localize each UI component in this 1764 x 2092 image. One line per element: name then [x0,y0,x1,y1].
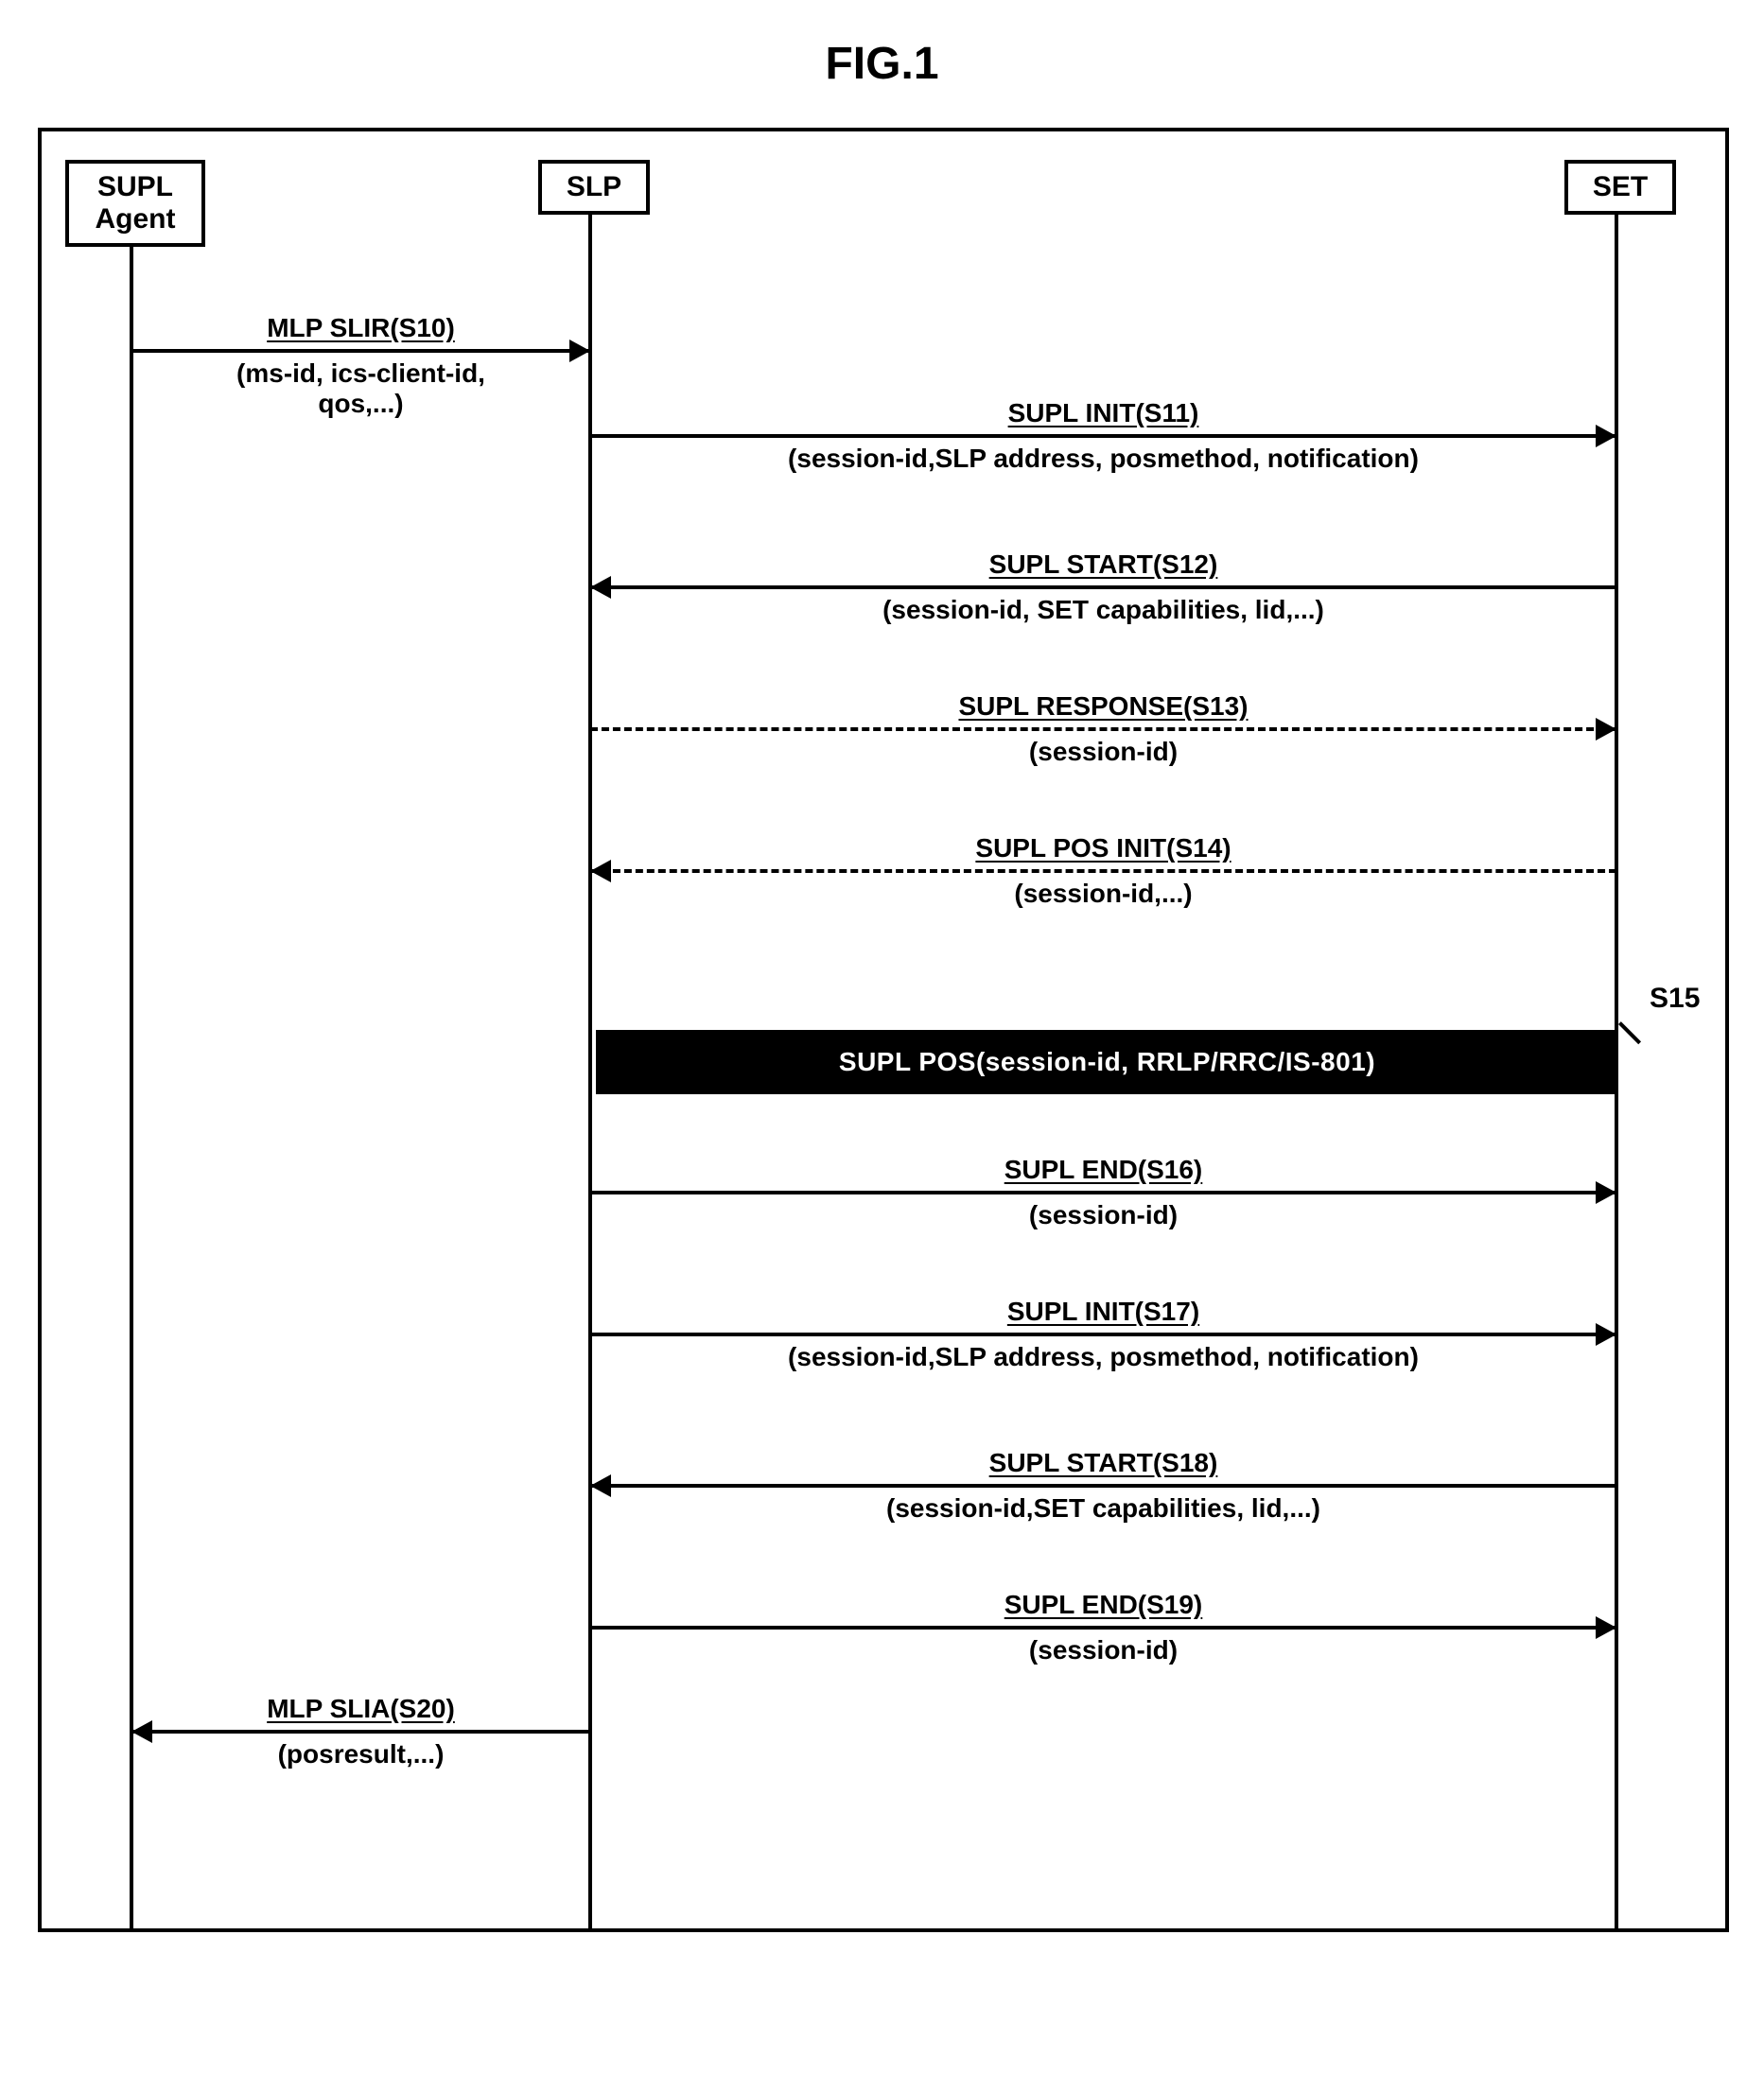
pos-box-s15: SUPL POS(session-id, RRLP/RRC/IS-801) [596,1030,1618,1094]
msg-line-s17 [590,1333,1616,1336]
msg-label-s19: SUPL END(S19) [590,1590,1616,1620]
msg-label-s17: SUPL INIT(S17) [590,1297,1616,1327]
lifeline-slp [588,213,592,1928]
msg-line-s18 [590,1484,1616,1488]
msg-line-s14 [590,869,1616,873]
msg-label-s16: SUPL END(S16) [590,1155,1616,1185]
msg-label-s13: SUPL RESPONSE(S13) [590,691,1616,722]
actor-set: SET [1564,160,1676,215]
msg-line-s10 [131,349,590,353]
sequence-diagram: SUPLAgent SLP SET MLP SLIR(S10) (ms-id, ics-… [38,128,1729,1932]
msg-label-s12: SUPL START(S12) [590,549,1616,580]
msg-label-s18: SUPL START(S18) [590,1448,1616,1478]
msg-label-s20: MLP SLIA(S20) [131,1694,590,1724]
msg-params-s18: (session-id,SET capabilities, lid,...) [590,1493,1616,1524]
msg-params-s11: (session-id,SLP address, posmethod, noti… [590,444,1616,474]
actor-slp: SLP [538,160,650,215]
msg-params-s17: (session-id,SLP address, posmethod, noti… [590,1342,1616,1372]
lifeline-agent [130,243,133,1928]
msg-line-s19 [590,1626,1616,1630]
msg-params-s12: (session-id, SET capabilities, lid,...) [590,595,1616,625]
msg-line-s11 [590,434,1616,438]
callout-line-s15 [1618,1021,1641,1044]
msg-label-s11: SUPL INIT(S11) [590,398,1616,428]
msg-params-s10: (ms-id, ics-client-id,qos,...) [131,358,590,419]
figure-title: FIG.1 [38,38,1726,90]
msg-label-s10: MLP SLIR(S10) [131,313,590,343]
msg-label-s14: SUPL POS INIT(S14) [590,833,1616,863]
msg-params-s16: (session-id) [590,1200,1616,1230]
msg-line-s16 [590,1191,1616,1194]
actor-agent: SUPLAgent [65,160,205,247]
msg-params-s20: (posresult,...) [131,1739,590,1769]
msg-line-s13 [590,727,1616,731]
callout-s15: S15 [1650,983,1700,1015]
msg-params-s14: (session-id,...) [590,879,1616,909]
msg-line-s20 [131,1730,590,1734]
msg-line-s12 [590,585,1616,589]
msg-params-s13: (session-id) [590,737,1616,767]
msg-params-s19: (session-id) [590,1635,1616,1665]
